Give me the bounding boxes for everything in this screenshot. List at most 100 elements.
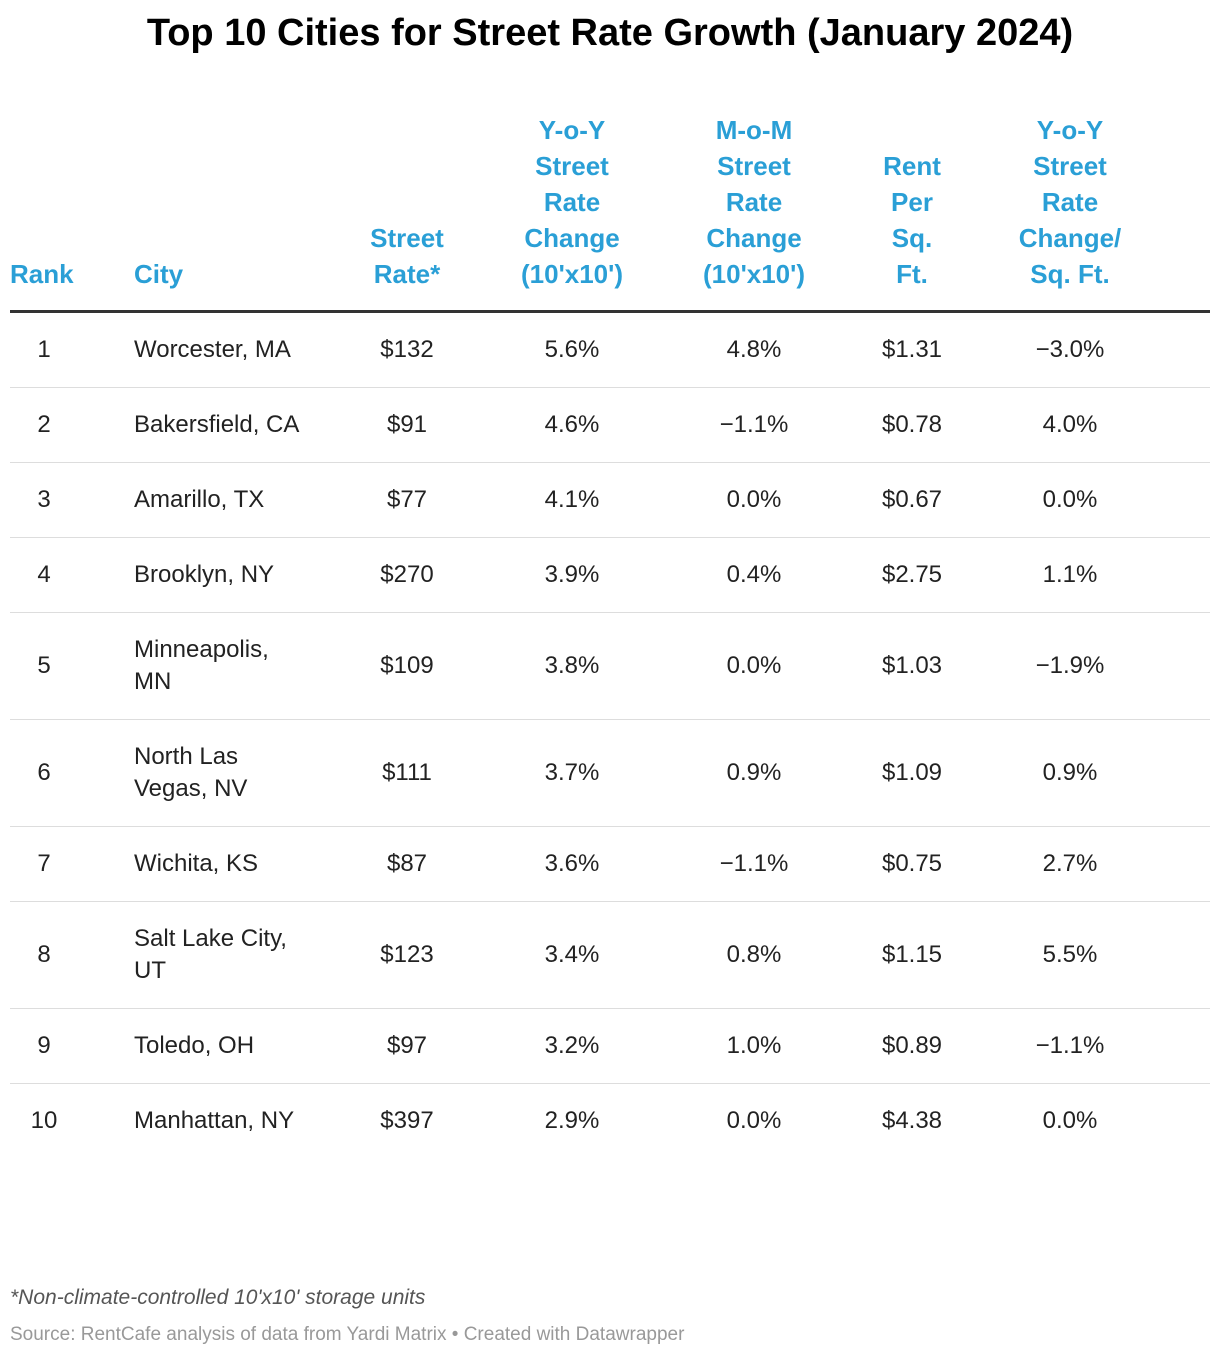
cell-text: −1.1% xyxy=(1035,1032,1105,1059)
cell-text: $111 xyxy=(382,759,432,786)
table-cell: $123 xyxy=(344,901,470,1009)
cell-text: North Las Vegas, NV xyxy=(134,743,248,802)
cell-text: $397 xyxy=(380,1107,434,1134)
table-cell-spacer xyxy=(1150,1084,1210,1159)
cell-text: 4.0% xyxy=(1042,411,1098,438)
table-cell: 2.7% xyxy=(990,826,1150,902)
cell-text: 6 xyxy=(37,759,51,786)
cell-text: −1.1% xyxy=(719,850,789,877)
table-cell: 5.6% xyxy=(470,311,674,388)
column-header-spacer xyxy=(1150,112,1210,313)
cell-text: $1.15 xyxy=(881,941,943,968)
table-row: 9 Toledo, OH $97 3.2% 1.0% $0.89 −1.1% xyxy=(10,1008,1210,1084)
table-cell: $0.89 xyxy=(834,1008,990,1084)
table-cell: $77 xyxy=(344,462,470,538)
cell-text: −3.0% xyxy=(1035,336,1105,363)
table-cell-spacer xyxy=(1150,612,1210,720)
cell-text: 4 xyxy=(37,561,51,588)
table-cell: 2.9% xyxy=(470,1084,674,1159)
cell-text: $1.09 xyxy=(881,759,943,786)
cell-text: $270 xyxy=(380,561,434,588)
table-cell: 0.0% xyxy=(674,1084,834,1159)
table-cell: $91 xyxy=(344,387,470,463)
table-cell-spacer xyxy=(1150,901,1210,1009)
cell-text: $0.67 xyxy=(881,486,943,513)
table-cell: 4.8% xyxy=(674,311,834,388)
cell-text: Salt Lake City, UT xyxy=(134,925,287,984)
column-header: City xyxy=(134,112,344,313)
table-cell: $0.75 xyxy=(834,826,990,902)
cell-text: Manhattan, NY xyxy=(134,1107,295,1134)
table-row: 4 Brooklyn, NY $270 3.9% 0.4% $2.75 1.1% xyxy=(10,537,1210,613)
cell-text: 0.0% xyxy=(726,1107,782,1134)
cell-text: Bakersfield, CA xyxy=(134,411,300,438)
cell-text: 3.7% xyxy=(544,759,600,786)
table-row: 10 Manhattan, NY $397 2.9% 0.0% $4.38 0.0% xyxy=(10,1084,1210,1159)
table-cell: −1.1% xyxy=(674,826,834,902)
cell-text: 0.0% xyxy=(726,652,782,679)
table-cell: 9 xyxy=(10,1008,134,1084)
cell-text: 3.6% xyxy=(544,850,600,877)
header-text: Y-o-Y Street Rate Change (10'x10') xyxy=(521,115,623,289)
cell-text: 0.9% xyxy=(1042,759,1098,786)
table-cell: 5 xyxy=(10,612,134,720)
table-cell: 1 xyxy=(10,311,134,388)
column-header: Street Rate* xyxy=(344,112,470,313)
cell-text: 4.6% xyxy=(544,411,600,438)
table-cell: 0.9% xyxy=(990,719,1150,827)
cell-text: 0.0% xyxy=(1042,1107,1098,1134)
header-text: Rent Per Sq. Ft. xyxy=(883,151,941,289)
table-row: 1 Worcester, MA $132 5.6% 4.8% $1.31 −3.0% xyxy=(10,311,1210,388)
cell-text: −1.1% xyxy=(719,411,789,438)
table-row: 7 Wichita, KS $87 3.6% −1.1% $0.75 2.7% xyxy=(10,826,1210,902)
cell-text: $132 xyxy=(380,336,434,363)
table-cell: $111 xyxy=(344,719,470,827)
table-cell: 4 xyxy=(10,537,134,613)
cell-text: 4.8% xyxy=(726,336,782,363)
table-cell: 3.6% xyxy=(470,826,674,902)
cell-text: 10 xyxy=(30,1107,58,1134)
table-cell: $132 xyxy=(344,311,470,388)
cell-text: Worcester, MA xyxy=(134,336,291,363)
table-cell: $87 xyxy=(344,826,470,902)
header-text: Rank xyxy=(10,259,74,289)
cell-text: Toledo, OH xyxy=(134,1032,255,1059)
table-cell: $1.09 xyxy=(834,719,990,827)
table-cell-spacer xyxy=(1150,719,1210,827)
table-cell: 10 xyxy=(10,1084,134,1159)
cell-text: 8 xyxy=(37,941,51,968)
table-cell-spacer xyxy=(1150,537,1210,613)
table-cell-spacer xyxy=(1150,462,1210,538)
table-cell: 0.8% xyxy=(674,901,834,1009)
table-cell: 3.2% xyxy=(470,1008,674,1084)
table-cell: 4.0% xyxy=(990,387,1150,463)
footnote: *Non-climate-controlled 10'x10' storage … xyxy=(10,1286,426,1309)
table-cell: 4.6% xyxy=(470,387,674,463)
table-row: 8 Salt Lake City, UT $123 3.4% 0.8% $1.15 5.5% xyxy=(10,901,1210,1009)
table-cell: Wichita, KS xyxy=(134,826,344,902)
table-cell: Manhattan, NY xyxy=(134,1084,344,1159)
cell-text: $77 xyxy=(386,486,428,513)
table-cell-spacer xyxy=(1150,826,1210,902)
table-cell-spacer xyxy=(1150,1008,1210,1084)
table-row: 6 North Las Vegas, NV $111 3.7% 0.9% $1.09 0.9… xyxy=(10,719,1210,827)
table-cell: $97 xyxy=(344,1008,470,1084)
cell-text: 0.0% xyxy=(726,486,782,513)
header-text: City xyxy=(134,259,184,289)
table-row: 5 Minneapolis, MN $109 3.8% 0.0% $1.03 −1.9% xyxy=(10,612,1210,720)
column-header: Rank xyxy=(10,112,134,313)
table-cell: Bakersfield, CA xyxy=(134,387,344,463)
cell-text: $0.78 xyxy=(881,411,943,438)
table-cell: $1.31 xyxy=(834,311,990,388)
cell-text: 5.5% xyxy=(1042,941,1098,968)
table-cell: $1.15 xyxy=(834,901,990,1009)
table-cell: North Las Vegas, NV xyxy=(134,719,344,827)
table-cell: $0.78 xyxy=(834,387,990,463)
cell-text: $109 xyxy=(380,652,434,679)
table-cell: Amarillo, TX xyxy=(134,462,344,538)
cell-text: 5 xyxy=(37,652,51,679)
table-cell-spacer xyxy=(1150,311,1210,388)
table-body: 1 Worcester, MA $132 5.6% 4.8% $1.31 −3.0% 2 Bak… xyxy=(10,311,1210,1159)
cell-text: $87 xyxy=(386,850,428,877)
